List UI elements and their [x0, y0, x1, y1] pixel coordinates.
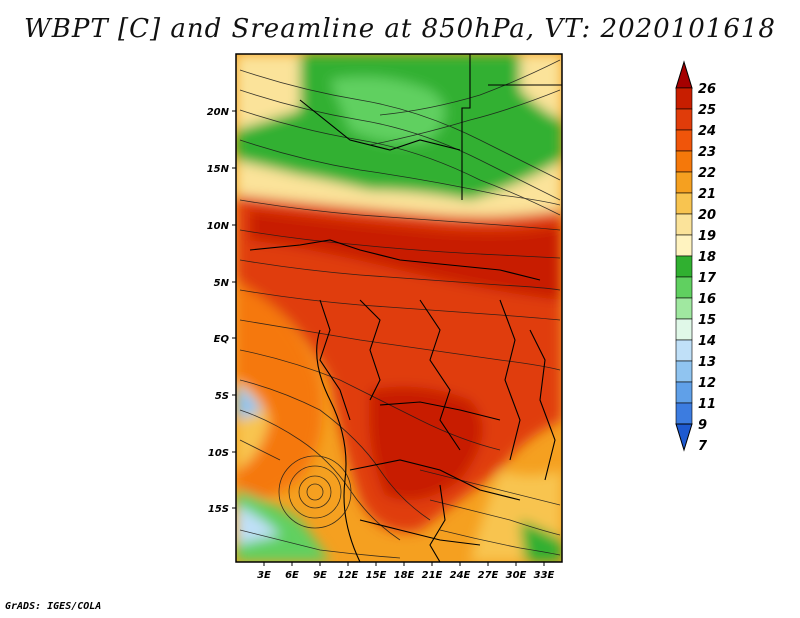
map-title: WBPT [C] and Sreamline at 850hPa, VT: 20… — [24, 14, 776, 44]
colorbar-swatch — [675, 108, 693, 131]
colorbar-label: 14 — [698, 334, 716, 349]
lon-label: 6E — [285, 570, 299, 581]
lat-label: 5S — [215, 391, 229, 402]
lon-label: 12E — [338, 570, 359, 581]
colorbar-label: 7 — [698, 439, 708, 454]
colorbar-label: 22 — [698, 166, 716, 181]
colorbar-swatch — [675, 129, 693, 152]
colorbar-label: 12 — [698, 376, 716, 391]
colorbar-bottom-arrow — [675, 423, 693, 452]
colorbar-label: 25 — [698, 103, 716, 118]
colorbar-label: 19 — [698, 229, 716, 244]
streamlines — [239, 59, 561, 559]
map-frame — [235, 53, 563, 563]
colorbar-label: 17 — [698, 271, 717, 286]
colorbar-swatch — [675, 213, 693, 236]
colorbar-swatch — [675, 276, 693, 299]
colorbar-swatch — [675, 87, 693, 110]
lon-axis: 3E 6E 9E 12E 15E 18E 21E 24E 27E 30E 33E — [257, 562, 555, 581]
colorbar-label: 16 — [698, 292, 716, 307]
lon-label: 21E — [422, 570, 443, 581]
lat-label: EQ — [214, 334, 230, 345]
colorbar-swatch — [675, 381, 693, 404]
colorbar-swatch — [675, 150, 693, 173]
colorbar-top-arrow — [675, 60, 693, 89]
lat-label: 10S — [208, 448, 229, 459]
colorbar-label: 18 — [698, 250, 716, 265]
lat-label: 15N — [207, 164, 230, 175]
colorbar-label: 15 — [698, 313, 716, 328]
credit-text: GrADS: IGES/COLA — [5, 601, 102, 612]
lat-label: 15S — [208, 504, 229, 515]
colorbar-label: 23 — [698, 145, 716, 160]
colorbar-label: 26 — [698, 82, 716, 97]
lon-label: 18E — [394, 570, 415, 581]
colorbar-swatch — [675, 192, 693, 215]
colorbar-label: 13 — [698, 355, 716, 370]
lon-label: 3E — [257, 570, 271, 581]
country-borders — [249, 54, 562, 562]
lon-label: 9E — [313, 570, 327, 581]
lat-axis: 20N 15N 10N 5N EQ 5S 10S 15S — [207, 107, 236, 515]
wbpt-field — [236, 54, 562, 562]
colorbar-label: 11 — [698, 397, 716, 412]
colorbar-swatch — [675, 255, 693, 278]
lat-label: 10N — [207, 221, 230, 232]
colorbar-label: 24 — [698, 124, 716, 139]
colorbar-label: 20 — [698, 208, 716, 223]
colorbar-swatch — [675, 234, 693, 257]
colorbar-swatch — [675, 339, 693, 362]
lat-label: 5N — [214, 278, 230, 289]
lon-label: 33E — [534, 570, 555, 581]
lon-label: 24E — [450, 570, 471, 581]
colorbar-swatch — [675, 171, 693, 194]
colorbar-label: 21 — [698, 187, 716, 202]
colorbar-label: 9 — [698, 418, 707, 433]
lon-label: 15E — [366, 570, 387, 581]
lon-label: 30E — [506, 570, 527, 581]
colorbar-swatch — [675, 297, 693, 320]
colorbar-swatch — [675, 402, 693, 425]
colorbar: 26 25 24 23 22 21 20 19 18 17 16 15 14 13 12 11 9 7 — [675, 60, 717, 454]
lat-label: 20N — [207, 107, 230, 118]
colorbar-swatch — [675, 360, 693, 383]
lon-label: 27E — [478, 570, 499, 581]
colorbar-swatch — [675, 318, 693, 341]
